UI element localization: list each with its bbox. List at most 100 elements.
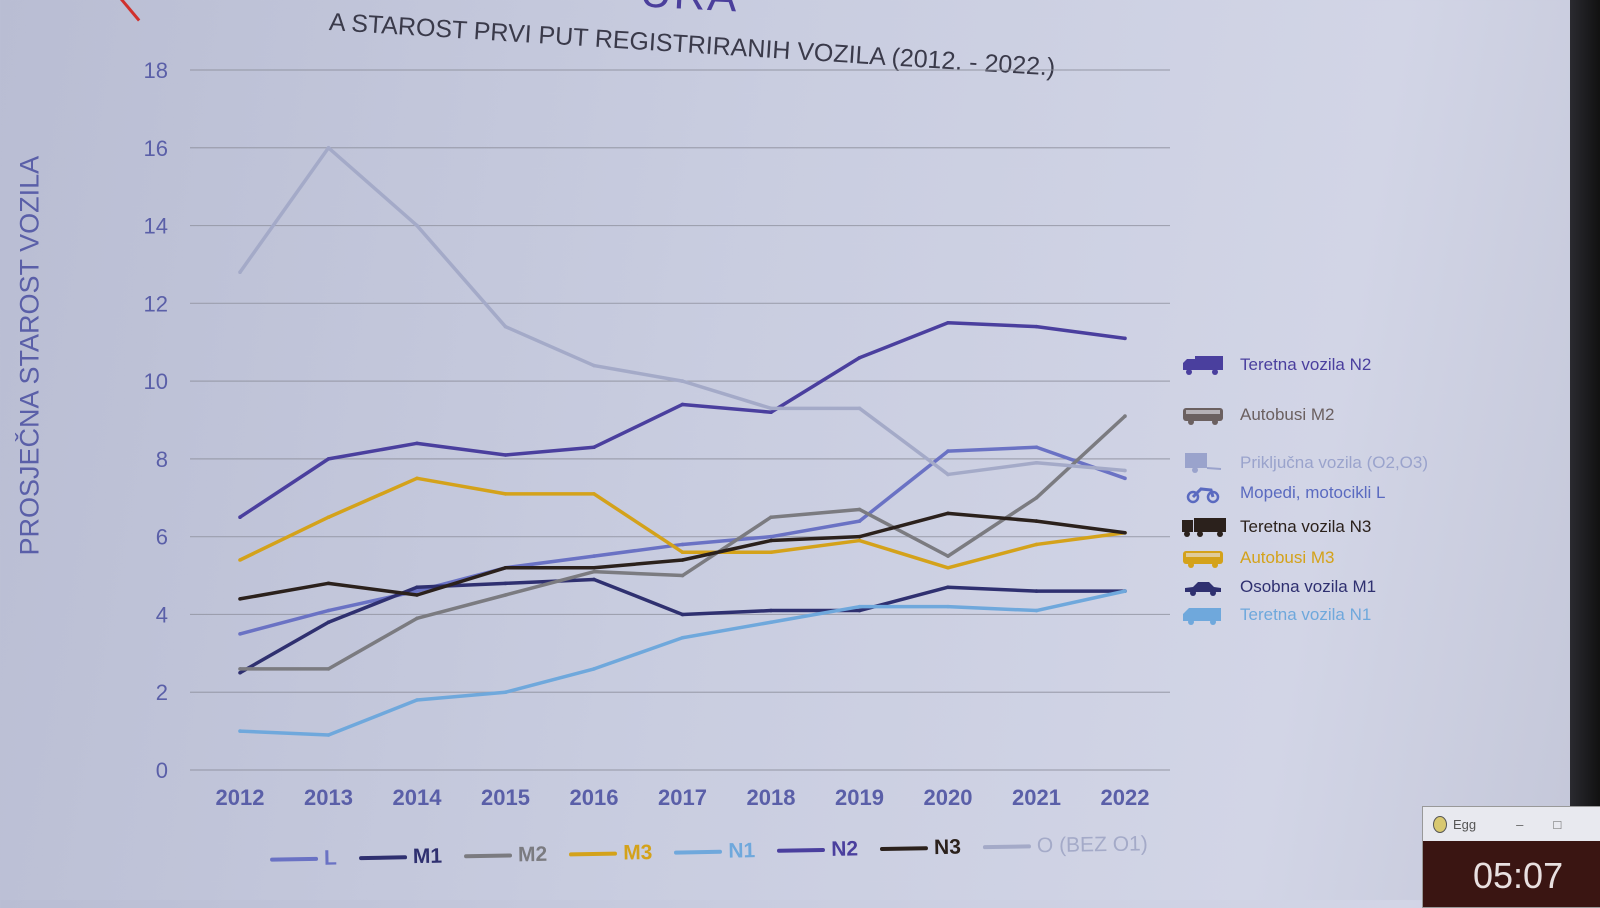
legend-item: M2 — [464, 843, 548, 868]
legend-item: N1 — [674, 839, 755, 864]
data-point — [769, 608, 773, 613]
data-point — [326, 581, 331, 586]
data-point — [946, 554, 950, 558]
vehicle-legend-item: Mopedi, motocikli L — [1180, 478, 1386, 508]
vehicle-legend-item: Priključna vozila (O2,O3) — [1180, 448, 1428, 478]
series-line-m3 — [239, 476, 1126, 570]
x-tick-label: 2019 — [835, 785, 884, 810]
data-point — [857, 406, 862, 411]
legend-swatch — [880, 846, 929, 852]
legend-label: M3 — [623, 840, 653, 865]
data-point — [415, 593, 419, 597]
vehicle-legend-label: Autobusi M3 — [1240, 548, 1335, 567]
y-tick-label: 16 — [144, 136, 168, 161]
y-tick-label: 6 — [156, 525, 168, 550]
data-point — [503, 581, 508, 586]
y-tick-label: 18 — [144, 58, 168, 83]
data-point — [769, 410, 773, 415]
y-tick-label: 14 — [144, 214, 168, 239]
data-point — [680, 612, 685, 617]
truck-icon — [1180, 354, 1226, 376]
data-point — [1034, 608, 1039, 613]
data-point — [238, 558, 242, 562]
data-point — [857, 538, 862, 543]
data-point — [592, 565, 596, 570]
data-point — [769, 550, 773, 555]
y-tick-label: 0 — [156, 758, 168, 783]
x-tick-label: 2022 — [1101, 785, 1150, 810]
legend-item: N2 — [777, 837, 858, 862]
motorcycle-icon — [1180, 482, 1226, 504]
legend-item: N3 — [880, 836, 961, 861]
egg-window[interactable]: Egg – □ 05:07 — [1422, 806, 1600, 908]
van-icon — [1180, 604, 1226, 626]
series-line-m1 — [239, 577, 1125, 675]
data-point — [592, 445, 596, 450]
egg-titlebar[interactable]: Egg – □ — [1423, 807, 1600, 841]
data-point — [857, 355, 862, 360]
data-point — [857, 534, 862, 539]
data-point — [415, 223, 419, 228]
data-point — [946, 565, 950, 570]
data-point — [592, 577, 596, 582]
x-tick-label: 2021 — [1012, 785, 1061, 810]
screen-bezel — [1570, 0, 1600, 900]
data-point — [503, 324, 508, 329]
heavy-truck-icon — [1180, 516, 1226, 538]
vehicle-legend-item: Osobna vozila M1 — [1180, 572, 1376, 602]
data-point — [415, 698, 419, 702]
data-point — [769, 515, 773, 520]
legend-swatch — [270, 856, 319, 862]
legend-label: L — [323, 846, 338, 870]
legend-item: L — [270, 846, 337, 871]
data-point — [238, 270, 242, 275]
data-point — [326, 733, 331, 737]
x-tick-label: 2014 — [393, 785, 443, 810]
egg-title: Egg — [1453, 816, 1477, 832]
legend-swatch — [674, 849, 723, 855]
vehicle-legend-item: Teretna vozila N2 — [1180, 350, 1371, 380]
data-point — [238, 632, 242, 636]
data-point — [326, 620, 331, 625]
legend-item: O (BEZ O1) — [982, 832, 1148, 859]
vehicle-legend-label: Priključna vozila (O2,O3) — [1240, 453, 1429, 472]
data-point — [415, 589, 419, 593]
data-point — [238, 667, 242, 671]
bus-icon — [1180, 547, 1226, 569]
vehicle-legend-item: Autobusi M3 — [1180, 543, 1335, 573]
legend-label: M1 — [412, 844, 443, 869]
data-point — [326, 667, 331, 671]
minimize-button[interactable]: – — [1516, 816, 1524, 832]
data-point — [680, 402, 685, 407]
maximize-button[interactable]: □ — [1553, 816, 1562, 832]
legend-swatch — [569, 851, 618, 857]
legend-swatch — [777, 847, 826, 853]
x-tick-label: 2015 — [481, 785, 530, 810]
legend-item: M3 — [569, 841, 653, 866]
data-point — [680, 573, 685, 578]
data-point — [415, 616, 419, 621]
egg-timer-display: 05:07 — [1423, 841, 1600, 907]
data-point — [769, 538, 773, 543]
data-point — [769, 620, 773, 625]
data-point — [946, 585, 950, 590]
x-tick-label: 2018 — [747, 785, 796, 810]
x-tick-label: 2016 — [570, 785, 619, 810]
vehicle-legend-label: Mopedi, motocikli L — [1240, 483, 1386, 502]
data-point — [946, 472, 950, 477]
data-point — [680, 635, 685, 640]
trailer-icon — [1180, 452, 1226, 474]
data-point — [1034, 460, 1039, 465]
legend-item: M1 — [358, 844, 443, 870]
data-point — [238, 729, 242, 733]
data-point — [946, 449, 950, 453]
data-point — [592, 363, 596, 368]
data-point — [857, 604, 862, 609]
x-tick-label: 2017 — [658, 785, 707, 810]
data-point — [1034, 542, 1039, 547]
data-point — [769, 406, 773, 411]
series-line-n2 — [239, 321, 1126, 519]
data-point — [1123, 414, 1127, 418]
series-line-o-bez-o1- — [238, 146, 1126, 477]
